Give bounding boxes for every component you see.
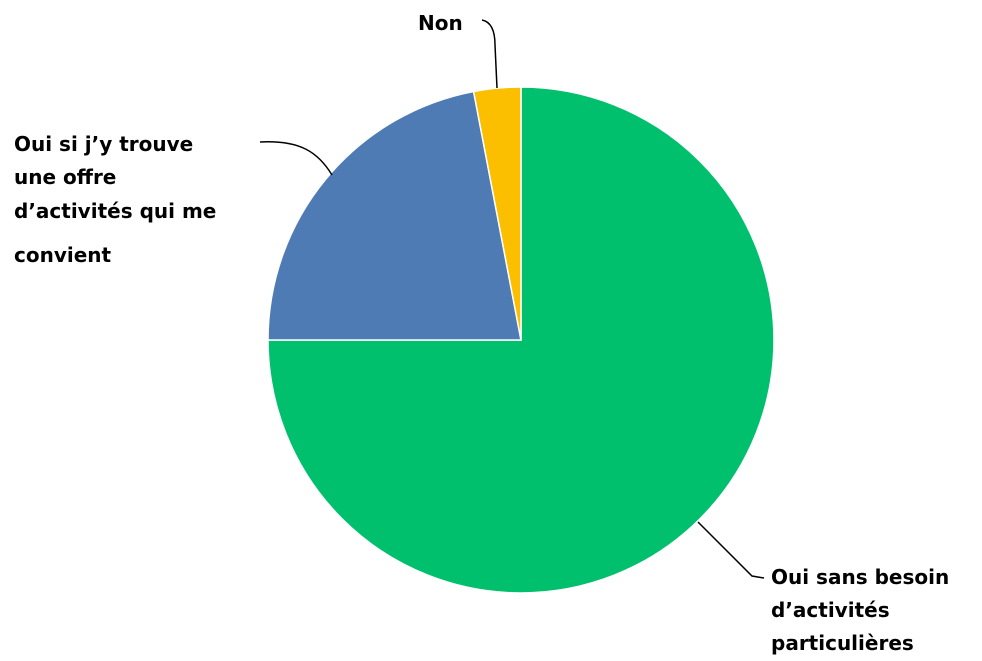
- leader-line-oui-si: [259, 141, 333, 176]
- slice-label-oui-si: Oui si j’y trouve une offre d’activités …: [14, 132, 223, 267]
- leader-line-oui-sans: [697, 521, 765, 579]
- pie-slice-3: [472, 86, 522, 341]
- leader-line-non: [481, 19, 498, 89]
- leader-lines: [259, 19, 765, 579]
- pie-slice-2: [267, 90, 522, 341]
- slice-label-oui-sans-besoin: Oui sans besoin d’activités particulière…: [771, 565, 956, 655]
- slice-labels: Oui sans besoin d’activités particulière…: [14, 11, 956, 655]
- slice-label-non: Non: [418, 11, 463, 35]
- pie-slices: [267, 86, 775, 594]
